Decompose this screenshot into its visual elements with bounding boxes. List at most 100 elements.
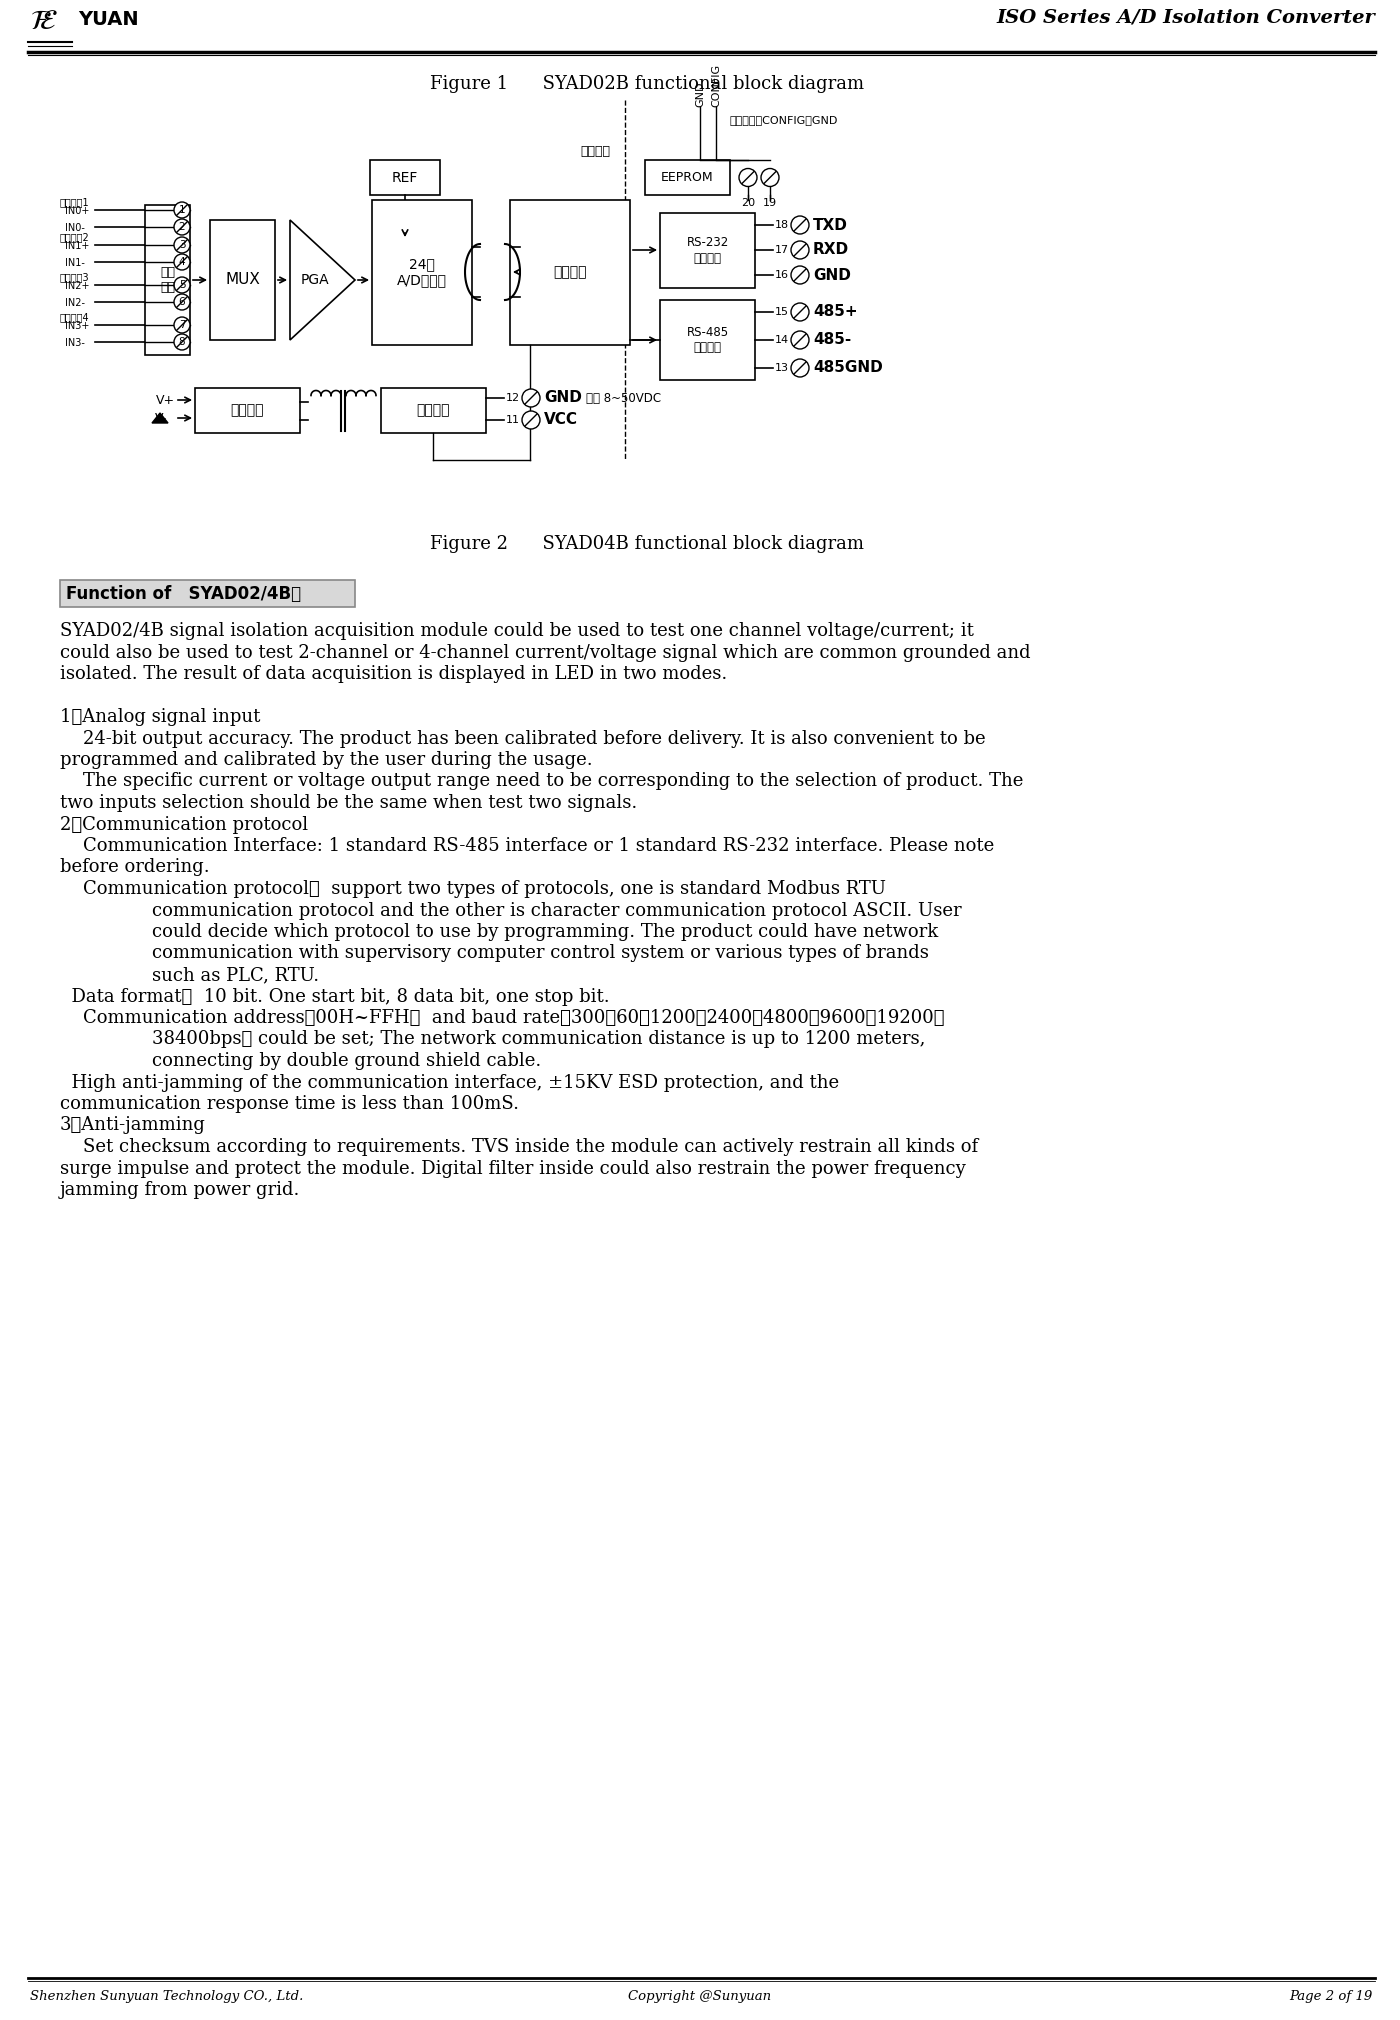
Text: PGA: PGA <box>301 273 329 287</box>
Circle shape <box>174 236 190 252</box>
Text: 2: 2 <box>179 222 185 232</box>
Text: isolated. The result of data acquisition is displayed in LED in two modes.: isolated. The result of data acquisition… <box>60 665 727 683</box>
Text: Communication Interface: 1 standard RS-485 interface or 1 standard RS-232 interf: Communication Interface: 1 standard RS-4… <box>60 836 994 854</box>
Text: IN3+: IN3+ <box>64 321 90 331</box>
Text: MUX: MUX <box>225 273 260 287</box>
Circle shape <box>791 303 809 321</box>
Text: The specific current or voltage output range need to be corresponding to the sel: The specific current or voltage output r… <box>60 772 1023 790</box>
Text: 3、Anti-jamming: 3、Anti-jamming <box>60 1117 206 1135</box>
Text: GND: GND <box>813 267 851 283</box>
Text: 微处理器: 微处理器 <box>553 265 587 279</box>
Text: 8: 8 <box>179 337 185 347</box>
Text: 1、Analog signal input: 1、Analog signal input <box>60 707 260 725</box>
Circle shape <box>791 331 809 349</box>
Text: 电源 8~50VDC: 电源 8~50VDC <box>587 392 661 404</box>
Circle shape <box>522 410 540 428</box>
Text: IN1-: IN1- <box>64 259 85 269</box>
Text: 滤波电路: 滤波电路 <box>231 404 265 418</box>
Text: programmed and calibrated by the user during the usage.: programmed and calibrated by the user du… <box>60 751 592 770</box>
Text: 24-bit output accuracy. The product has been calibrated before delivery. It is a: 24-bit output accuracy. The product has … <box>60 729 986 747</box>
Text: IN2-: IN2- <box>64 299 85 307</box>
Text: Communication protocol：  support two types of protocols, one is standard Modbus : Communication protocol： support two type… <box>60 881 886 899</box>
Text: Copyright @Sunyuan: Copyright @Sunyuan <box>629 1990 771 2004</box>
Text: 17: 17 <box>776 244 790 255</box>
Text: 485GND: 485GND <box>813 360 883 376</box>
Text: 隔离电路: 隔离电路 <box>580 145 610 158</box>
Bar <box>510 200 630 345</box>
Text: Communication address（00H~FFH）  and baud rate（300　60、1200、2400、4800、9600、19200、: Communication address（00H~FFH） and baud … <box>60 1010 945 1026</box>
Text: 15: 15 <box>776 307 790 317</box>
Bar <box>645 160 729 196</box>
Text: CONFIG: CONFIG <box>711 65 721 107</box>
Text: Figure 2      SYAD04B functional block diagram: Figure 2 SYAD04B functional block diagra… <box>430 535 864 553</box>
Text: communication protocol and the other is character communication protocol ASCII. : communication protocol and the other is … <box>60 901 962 919</box>
Text: 配置时短接CONFIG到GND: 配置时短接CONFIG到GND <box>729 115 839 125</box>
Text: RXD: RXD <box>813 242 850 257</box>
Text: REF: REF <box>392 170 419 184</box>
Text: IN1+: IN1+ <box>64 240 90 250</box>
Text: Figure 1      SYAD02B functional block diagram: Figure 1 SYAD02B functional block diagra… <box>430 75 864 93</box>
Bar <box>381 388 486 432</box>
Text: 20: 20 <box>741 198 755 208</box>
Text: communication with supervisory computer control system or various types of brand: communication with supervisory computer … <box>60 945 928 962</box>
Circle shape <box>174 295 190 309</box>
Circle shape <box>174 333 190 349</box>
Circle shape <box>791 267 809 285</box>
Text: could also be used to test 2-channel or 4-channel current/voltage signal which a: could also be used to test 2-channel or … <box>60 644 1030 661</box>
Text: 5: 5 <box>179 281 185 291</box>
Text: communication response time is less than 100mS.: communication response time is less than… <box>60 1095 519 1113</box>
Bar <box>60 580 356 606</box>
Text: 485+: 485+ <box>813 305 858 319</box>
Bar <box>372 200 472 345</box>
Circle shape <box>522 390 540 406</box>
Text: V-: V- <box>155 412 167 424</box>
Text: 电源电路: 电源电路 <box>417 404 451 418</box>
Text: 12: 12 <box>505 394 521 404</box>
Text: 2、Communication protocol: 2、Communication protocol <box>60 816 308 834</box>
Text: 13: 13 <box>776 364 790 374</box>
Text: surge impulse and protect the module. Digital filter inside could also restrain : surge impulse and protect the module. Di… <box>60 1159 966 1178</box>
Text: 7: 7 <box>179 319 185 329</box>
Text: IN3-: IN3- <box>64 337 85 347</box>
Bar <box>659 301 755 380</box>
Text: SYAD02/4B signal isolation acquisition module could be used to test one channel : SYAD02/4B signal isolation acquisition m… <box>60 622 974 640</box>
Text: two inputs selection should be the same when test two signals.: two inputs selection should be the same … <box>60 794 637 812</box>
Text: GND: GND <box>545 390 582 406</box>
Text: Page 2 of 19: Page 2 of 19 <box>1289 1990 1372 2004</box>
Text: V+: V+ <box>155 394 175 406</box>
Text: 38400bps） could be set; The network communication distance is up to 1200 meters,: 38400bps） could be set; The network comm… <box>60 1030 925 1048</box>
Text: RS-232
接口电路: RS-232 接口电路 <box>686 236 728 265</box>
Text: 4: 4 <box>179 257 185 267</box>
Bar <box>195 388 300 432</box>
Circle shape <box>791 360 809 378</box>
Text: before ordering.: before ordering. <box>60 858 210 877</box>
Circle shape <box>174 317 190 333</box>
Text: High anti-jamming of the communication interface, ±15KV ESD protection, and the: High anti-jamming of the communication i… <box>60 1073 839 1091</box>
Text: Data format：  10 bit. One start bit, 8 data bit, one stop bit.: Data format： 10 bit. One start bit, 8 da… <box>60 988 609 1006</box>
Text: YUAN: YUAN <box>78 10 139 28</box>
Text: 18: 18 <box>776 220 790 230</box>
Text: EEPROM: EEPROM <box>661 172 714 184</box>
Text: jamming from power grid.: jamming from power grid. <box>60 1182 301 1200</box>
Circle shape <box>791 216 809 234</box>
Circle shape <box>762 168 778 186</box>
Text: IN2+: IN2+ <box>64 281 90 291</box>
Text: 3: 3 <box>179 240 185 250</box>
Text: Shenzhen Sunyuan Technology CO., Ltd.: Shenzhen Sunyuan Technology CO., Ltd. <box>29 1990 304 2004</box>
Text: 24位
A/D转换器: 24位 A/D转换器 <box>398 257 447 287</box>
Text: Function of   SYAD02/4B：: Function of SYAD02/4B： <box>66 584 301 602</box>
Circle shape <box>174 255 190 271</box>
Text: 输入通道1: 输入通道1 <box>60 198 90 206</box>
Text: 1: 1 <box>179 204 185 214</box>
Bar <box>146 204 190 356</box>
Text: ISO Series A/D Isolation Converter: ISO Series A/D Isolation Converter <box>997 8 1375 26</box>
Text: TXD: TXD <box>813 218 848 232</box>
Polygon shape <box>153 412 168 422</box>
Text: 输入通道3: 输入通道3 <box>60 273 90 283</box>
Bar <box>370 160 440 196</box>
Text: 19: 19 <box>763 198 777 208</box>
Bar <box>659 212 755 289</box>
Circle shape <box>174 277 190 293</box>
Text: 11: 11 <box>505 414 519 424</box>
Circle shape <box>739 168 757 186</box>
